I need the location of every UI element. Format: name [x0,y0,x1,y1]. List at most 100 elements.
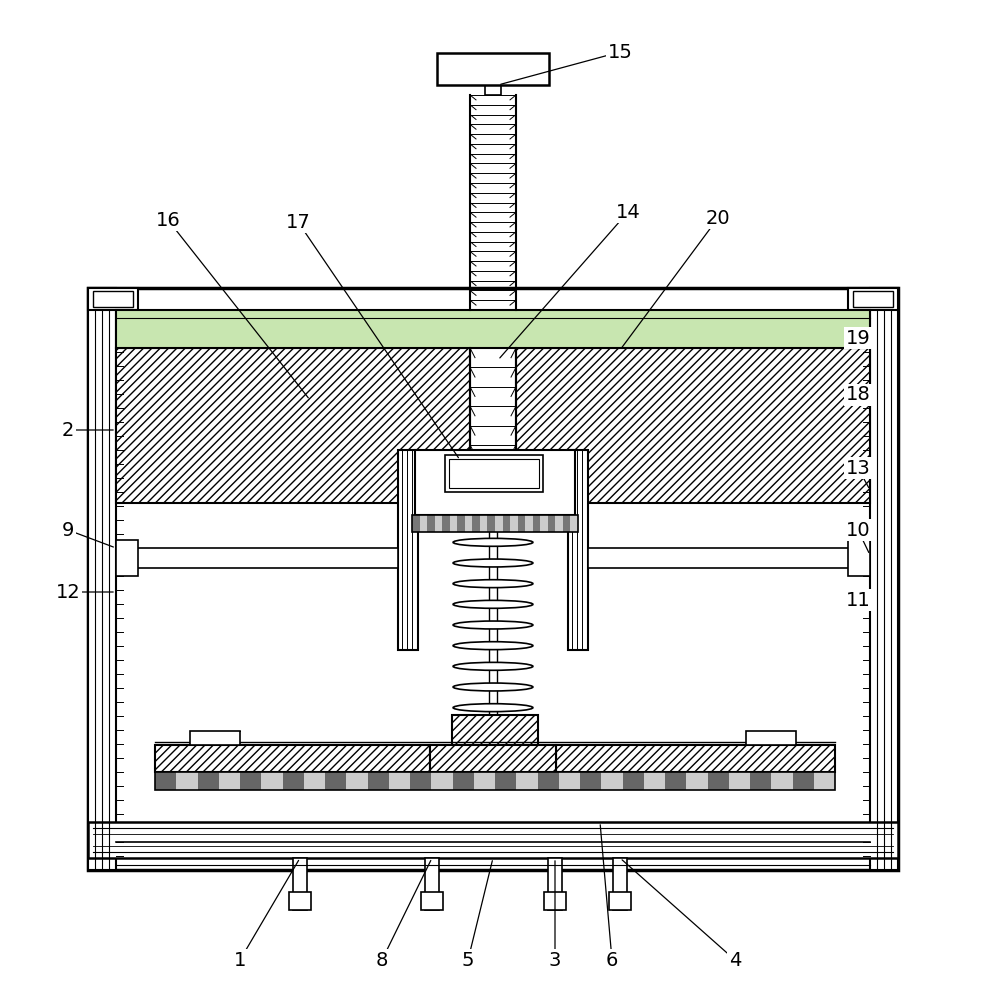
Bar [746,731,796,745]
Bar [452,715,538,755]
Bar [190,731,240,745]
Bar [93,291,133,307]
Bar [240,772,261,790]
Bar [88,288,898,870]
Bar [848,540,870,576]
Bar [176,772,197,790]
Bar [571,515,578,532]
Text: 17: 17 [286,213,311,232]
Bar [219,772,240,790]
Text: 6: 6 [605,950,618,970]
Bar [410,772,431,790]
Bar [588,548,870,568]
Bar [495,772,517,790]
Bar [665,772,686,790]
Bar [458,515,464,532]
Bar [518,515,526,532]
Bar [609,892,631,910]
Bar [555,515,563,532]
Ellipse shape [454,704,532,712]
Bar [388,772,410,790]
Bar [450,515,458,532]
Text: 4: 4 [729,950,741,970]
Bar [88,288,116,870]
Bar [516,348,870,503]
Bar [325,772,346,790]
Bar [517,772,537,790]
Bar [116,348,470,503]
Ellipse shape [454,600,532,608]
Bar [437,53,549,85]
Bar [580,772,601,790]
Bar [430,745,556,772]
Bar [442,515,450,532]
Bar [601,772,622,790]
Bar [412,515,578,532]
Text: 18: 18 [846,385,871,404]
Ellipse shape [454,580,532,588]
Text: 19: 19 [846,328,871,348]
Bar [556,745,835,772]
Bar [537,772,559,790]
Bar [427,515,435,532]
Bar [261,772,283,790]
Text: 16: 16 [156,211,180,230]
Text: 5: 5 [461,950,474,970]
Bar [870,288,898,870]
Text: 3: 3 [549,950,561,970]
Bar [435,515,442,532]
Bar [563,515,571,532]
Bar [503,515,510,532]
Text: 12: 12 [55,582,81,601]
Bar [116,540,138,576]
Ellipse shape [454,662,532,670]
Bar [155,772,176,790]
Text: 8: 8 [376,950,388,970]
Bar [155,772,835,790]
Bar [708,772,729,790]
Bar [548,515,555,532]
Bar [425,858,439,910]
Bar [613,858,627,910]
Bar [346,772,368,790]
Bar [473,772,495,790]
Bar [548,858,562,910]
Bar [453,772,473,790]
Bar [283,772,304,790]
Bar [412,515,420,532]
Bar [568,450,588,650]
Text: 2: 2 [62,420,74,440]
Ellipse shape [454,538,532,546]
Bar [644,772,665,790]
Bar [88,288,138,310]
Bar [197,772,219,790]
Bar [420,515,427,532]
Bar [88,822,898,858]
Bar [431,772,453,790]
Bar [848,288,898,310]
Bar [445,455,543,492]
Bar [289,892,311,910]
Ellipse shape [454,621,532,629]
Text: 13: 13 [846,458,871,478]
Bar [813,772,835,790]
Bar [544,892,566,910]
Ellipse shape [454,683,532,691]
Bar [116,548,398,568]
Bar [116,310,870,348]
Text: 9: 9 [62,520,74,540]
Bar [686,772,708,790]
Bar [472,515,480,532]
Bar [532,515,540,532]
Bar [487,515,495,532]
Bar [526,515,532,532]
Bar [421,892,443,910]
Bar [480,515,487,532]
Text: 1: 1 [234,950,246,970]
Bar [368,772,388,790]
Ellipse shape [454,642,532,650]
Bar [304,772,325,790]
Bar [510,515,518,532]
Bar [853,291,893,307]
Text: 10: 10 [846,520,871,540]
